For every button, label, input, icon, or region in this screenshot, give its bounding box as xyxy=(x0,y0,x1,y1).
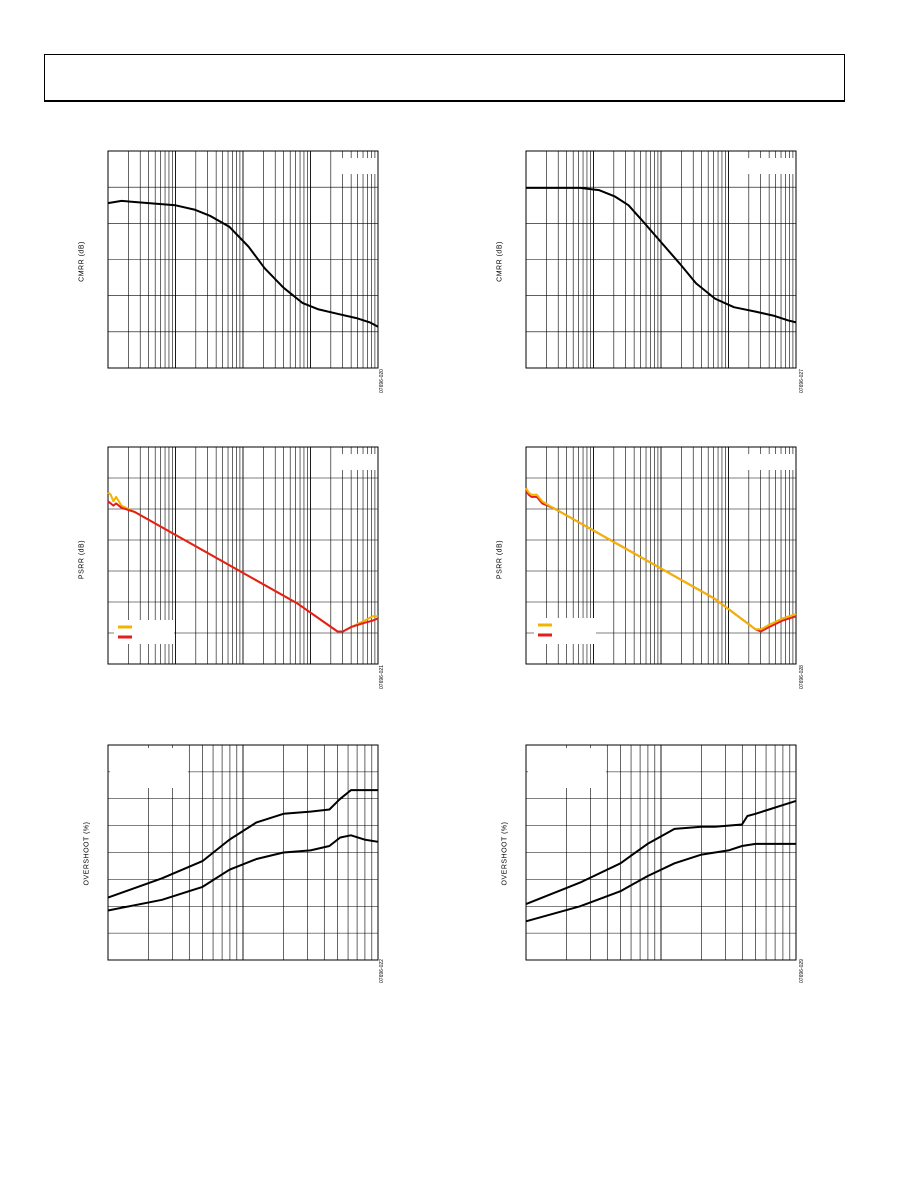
plot-frame xyxy=(525,446,797,665)
annotation-box xyxy=(748,158,794,174)
series-line-1 xyxy=(525,487,797,631)
figure-id: 07696-029 xyxy=(799,959,805,983)
series-line-0 xyxy=(107,199,379,328)
series-line-1 xyxy=(525,842,796,923)
plot-frame xyxy=(107,744,379,961)
annotation-box xyxy=(742,454,794,470)
series-line-1 xyxy=(107,834,379,912)
annotation-box xyxy=(528,748,606,788)
legend-box xyxy=(534,618,596,644)
plot-frame xyxy=(525,744,797,961)
annotation-box xyxy=(338,454,376,470)
plot-frame xyxy=(525,150,797,369)
series-line-0 xyxy=(525,799,797,906)
series-line-1 xyxy=(107,500,379,633)
series-line-0 xyxy=(526,186,797,324)
annotation-box xyxy=(333,158,377,174)
legend-box xyxy=(114,620,174,644)
series-line-0 xyxy=(107,789,378,899)
page-header-box xyxy=(44,54,845,102)
plot-frame xyxy=(107,150,379,369)
annotation-box xyxy=(110,748,188,788)
plot-frame xyxy=(107,446,379,665)
